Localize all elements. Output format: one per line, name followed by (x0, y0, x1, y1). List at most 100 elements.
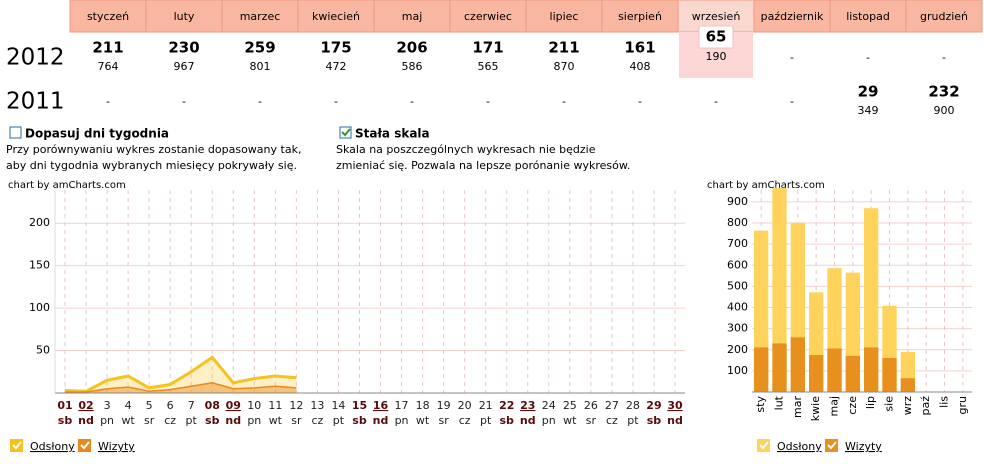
y-tick-label: 300 (727, 322, 748, 335)
legend-swatch[interactable] (825, 439, 838, 452)
empty-cell: - (410, 95, 414, 108)
weekday-label: sr (586, 414, 597, 427)
legend-swatch[interactable] (757, 439, 770, 452)
month-label[interactable]: luty (174, 10, 195, 23)
x-tick-label: mar (791, 396, 804, 418)
option-label[interactable]: Stała skala (355, 127, 430, 141)
bar (772, 343, 787, 392)
checkbox[interactable] (339, 126, 352, 139)
checkbox[interactable] (9, 126, 22, 139)
legend-label[interactable]: Wizyty (845, 440, 882, 453)
month-header (601, 0, 679, 33)
weekday-label: pt (627, 414, 639, 427)
x-tick-label: paź (919, 396, 932, 416)
visits-value[interactable]: 29 (858, 83, 879, 101)
weekday-label: cz (311, 414, 323, 427)
visits-value[interactable]: 161 (624, 39, 655, 57)
legend-swatch[interactable] (78, 439, 91, 452)
weekday-label: wt (121, 414, 135, 427)
month-header (525, 0, 603, 33)
day-label: 6 (167, 399, 174, 412)
weekday-label: wt (269, 414, 283, 427)
bar (882, 357, 897, 392)
day-label: 29 (646, 399, 661, 412)
visits-value[interactable]: 171 (472, 39, 503, 57)
bar (827, 348, 842, 392)
option-description: Przy porównywaniu wykres zostanie dopaso… (6, 143, 301, 156)
month-header (297, 0, 375, 33)
month-label[interactable]: sierpień (618, 10, 662, 23)
x-tick-label: lut (773, 395, 786, 410)
month-label[interactable]: maj (402, 10, 423, 23)
y-tick-label: 150 (29, 259, 50, 272)
day-label: 22 (499, 399, 514, 412)
empty-cell: - (790, 51, 794, 64)
visits-value[interactable]: 211 (548, 39, 579, 57)
day-label: 24 (542, 399, 556, 412)
day-label[interactable]: 30 (667, 399, 683, 412)
visits-value[interactable]: 259 (244, 39, 275, 57)
legend-check (759, 441, 769, 450)
y-tick-label: 500 (727, 279, 748, 292)
empty-cell: - (106, 95, 110, 108)
y-tick-label: 900 (727, 195, 748, 208)
legend-label[interactable]: Wizyty (98, 440, 135, 453)
legend-label[interactable]: Odsłony (30, 440, 75, 453)
day-label[interactable]: 23 (520, 399, 535, 412)
series-area (65, 357, 297, 393)
day-label: 28 (626, 399, 640, 412)
y-tick-label: 200 (29, 216, 50, 229)
day-label: 4 (125, 399, 132, 412)
month-label[interactable]: grudzień (920, 10, 968, 23)
legend-swatch[interactable] (10, 439, 23, 452)
selected-box (698, 25, 734, 49)
y-tick-label: 400 (727, 301, 748, 314)
visits-value[interactable]: 232 (928, 83, 959, 101)
visits-value[interactable]: 175 (320, 39, 351, 57)
series-line (65, 382, 297, 393)
weekday-label: pt (333, 414, 345, 427)
weekday-label: cz (606, 414, 618, 427)
series-line (64, 355, 297, 393)
chart-credit: chart by amCharts.com (707, 180, 825, 191)
weekday-label: nd (520, 414, 536, 427)
x-tick-label: maj (828, 396, 841, 417)
month-label[interactable]: wrzesień (692, 10, 741, 23)
visits-value[interactable]: 65 (706, 28, 727, 46)
month-label[interactable]: listopad (846, 10, 890, 23)
month-label[interactable]: lipiec (550, 10, 579, 23)
weekday-label: sb (500, 414, 515, 427)
empty-cell: - (334, 95, 338, 108)
bar (790, 337, 805, 392)
month-label[interactable]: październik (761, 10, 824, 23)
day-label[interactable]: 02 (78, 399, 93, 412)
empty-cell: - (866, 51, 870, 64)
visits-value[interactable]: 206 (396, 39, 427, 57)
month-label[interactable]: kwiecień (312, 10, 360, 23)
x-tick-label: sty (754, 396, 767, 413)
views-value: 801 (250, 60, 271, 73)
option-label[interactable]: Dopasuj dni tygodnia (25, 127, 169, 141)
bar (900, 378, 915, 392)
day-label: 14 (331, 399, 345, 412)
legend-check (12, 441, 22, 450)
weekday-label: sb (647, 414, 662, 427)
day-label: 19 (437, 399, 451, 412)
day-label[interactable]: 16 (373, 399, 389, 412)
day-label: 27 (605, 399, 619, 412)
day-label: 7 (188, 399, 195, 412)
day-label: 11 (268, 399, 282, 412)
visits-value[interactable]: 230 (168, 39, 199, 57)
month-header (449, 0, 527, 33)
day-label: 08 (205, 399, 220, 412)
year-label: 2012 (6, 45, 65, 71)
weekday-label: sb (352, 414, 367, 427)
day-label[interactable]: 09 (226, 399, 241, 412)
weekday-label: pn (395, 414, 409, 427)
month-label[interactable]: styczeń (87, 10, 129, 23)
month-label[interactable]: marzec (240, 10, 281, 23)
visits-value[interactable]: 211 (92, 39, 123, 57)
legend-label[interactable]: Odsłony (777, 440, 822, 453)
views-value: 349 (858, 104, 879, 117)
month-label[interactable]: czerwiec (464, 10, 512, 23)
